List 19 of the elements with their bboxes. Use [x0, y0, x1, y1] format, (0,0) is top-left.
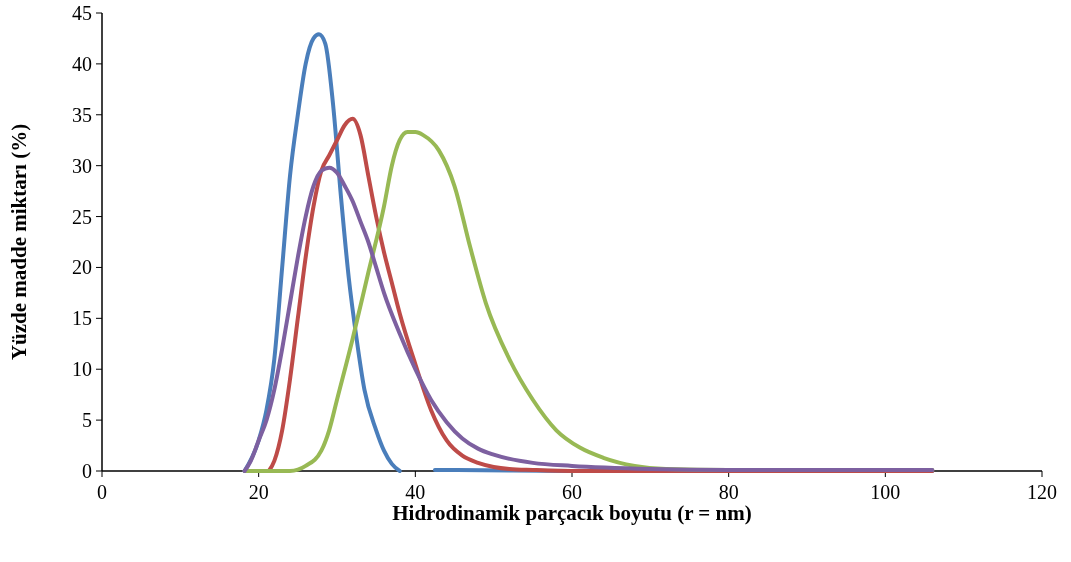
x-tick-label: 60 — [562, 481, 582, 503]
y-tick-label: 0 — [82, 460, 92, 482]
y-tick-label: 40 — [72, 52, 92, 75]
y-axis-title: Yüzde madde miktarı (%) — [7, 123, 31, 361]
y-tick-label: 20 — [72, 256, 92, 279]
y-tick-label: 15 — [72, 307, 92, 330]
x-tick-label: 80 — [718, 481, 739, 503]
y-tick-label: 25 — [72, 205, 92, 228]
y-tick-label: 10 — [72, 358, 92, 381]
y-tick-label: 45 — [72, 2, 92, 24]
x-tick-label: 120 — [1027, 481, 1057, 503]
x-tick-label: 20 — [248, 481, 269, 503]
x-tick-label: 100 — [870, 481, 901, 503]
x-axis-title: Hidrodinamik parçacık boyutu (r = nm) — [392, 501, 752, 525]
x-tick-label: 40 — [405, 481, 426, 503]
y-tick-label: 30 — [72, 154, 92, 177]
x-tick-label: 0 — [97, 481, 107, 503]
y-tick-label: 5 — [82, 409, 92, 432]
y-tick-label: 35 — [72, 103, 92, 126]
